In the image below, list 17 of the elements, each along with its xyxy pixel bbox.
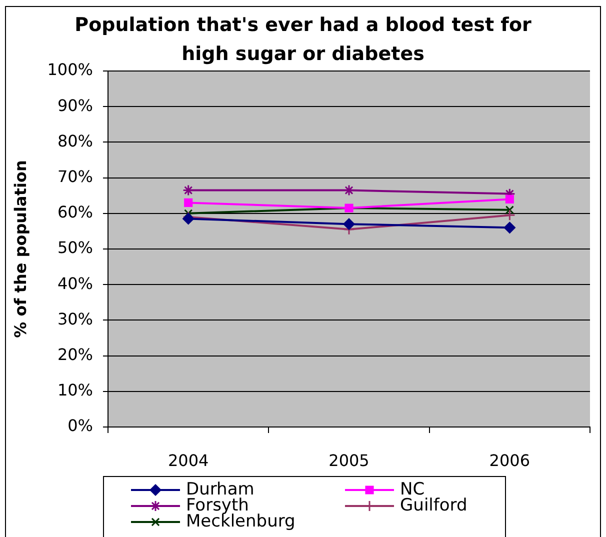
y-tick-label: 0% <box>68 416 93 436</box>
x-tick-label: 2006 <box>489 450 530 470</box>
y-axis-title: % of the population <box>10 160 30 338</box>
y-tick-label: 60% <box>57 202 93 222</box>
x-tick-label: 2005 <box>328 450 370 470</box>
legend-label: Guilford <box>400 495 468 516</box>
y-tick-label: 10% <box>57 380 93 400</box>
y-tick-label: 40% <box>57 274 93 293</box>
y-tick-label: 20% <box>57 344 93 364</box>
y-tick-label: 100% <box>47 60 93 80</box>
y-tick-label: 30% <box>57 309 93 328</box>
legend-label: Forsyth <box>186 495 249 516</box>
x-tick-label: 2004 <box>168 450 209 470</box>
y-tick-label: 80% <box>57 131 93 150</box>
y-tick-label: 90% <box>57 96 93 115</box>
y-tick-label: 50% <box>57 238 93 258</box>
y-tick-label: 70% <box>57 166 93 186</box>
